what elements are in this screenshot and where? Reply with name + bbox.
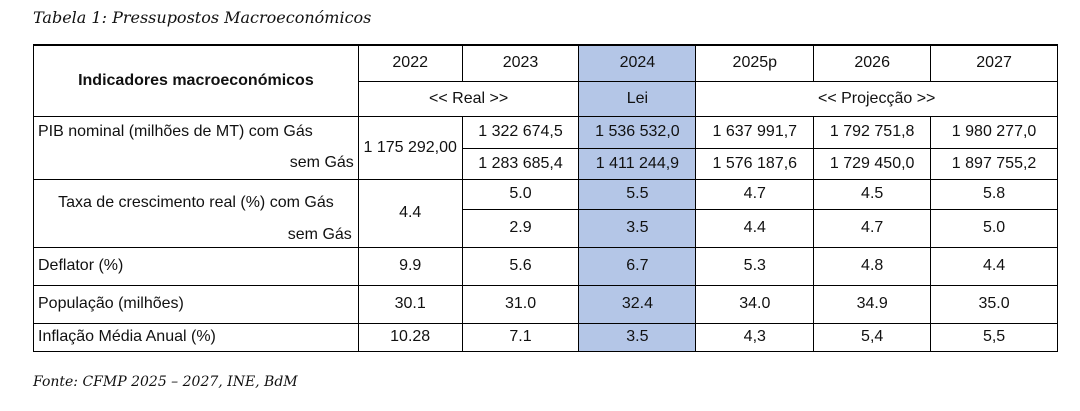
row-sublabel: sem Gás (287, 225, 352, 243)
header-year: 2023 (461, 44, 580, 82)
table-cell: 6.7 (578, 246, 697, 286)
header-row-years: Indicadores macroeconómicos 2022 2023 20… (33, 44, 1058, 117)
group-lei: Lei (578, 80, 697, 117)
table-cell: 1 792 751,8 (813, 115, 932, 149)
table-cell: 1 411 244,9 (578, 147, 697, 180)
table-cell: 4.7 (813, 208, 932, 248)
table-cell: 5,4 (813, 322, 932, 352)
table-cell: 9.9 (357, 246, 463, 286)
header-year: 2027 (930, 44, 1058, 82)
table-cell: 4.4 (695, 208, 815, 248)
pib-2022-cell: 1 175 292,00 (357, 115, 463, 180)
table-cell: 3.5 (578, 208, 697, 248)
table-cell: 30.1 (357, 284, 463, 324)
table-cell: 5.5 (578, 178, 697, 210)
table-row-taxa-sem: 2.9 3.5 4.4 4.7 5.0 (34, 208, 1058, 248)
table-cell: 5.0 (461, 178, 580, 210)
table-cell: 35.0 (930, 284, 1058, 324)
table-cell: 1 729 450,0 (813, 147, 932, 180)
table-cell: 4.5 (813, 178, 932, 210)
table-cell: 32.4 (578, 284, 697, 324)
row-label: Taxa de crescimento real (%) com Gás (58, 194, 334, 211)
row-label: Inflação Média Anual (%) (33, 322, 359, 352)
table-cell: 5.8 (930, 178, 1058, 210)
table-cell: 1 897 755,2 (930, 147, 1058, 180)
table-row-pib-sem: sem Gás 1 283 685,4 1 411 244,9 1 576 18… (33, 147, 1058, 180)
table-row-pib-com: PIB nominal (milhões de MT) com Gás 1 17… (33, 115, 1058, 180)
header-year: 2026 (813, 44, 932, 82)
taxa-2022-cell: 4.4 (357, 178, 463, 248)
table-cell: 1 576 187,6 (695, 147, 815, 180)
group-projection: << Projecção >> (695, 80, 1058, 117)
header-year: 2024 (578, 44, 697, 82)
table-cell: 5.0 (930, 208, 1058, 248)
group-real: << Real >> (357, 80, 580, 117)
table-caption: Tabela 1: Pressupostos Macroeconómicos (33, 8, 372, 27)
row-label-taxa: Taxa de crescimento real (%) com Gás sem… (33, 178, 359, 248)
table-cell: 34.0 (695, 284, 815, 324)
table-row-populacao: População (milhões) 30.1 31.0 32.4 34.0 … (33, 284, 1058, 324)
row-sublabel: sem Gás (33, 148, 359, 180)
table-source-note: Fonte: CFMP 2025 – 2027, INE, BdM (33, 374, 298, 390)
macro-assumptions-table: Indicadores macroeconómicos 2022 2023 20… (33, 44, 1058, 352)
table-cell: 5.3 (695, 246, 815, 286)
header-indicators-label: Indicadores macroeconómicos (33, 44, 359, 117)
row-label: PIB nominal (milhões de MT) com Gás (33, 115, 359, 148)
table-row-taxa-com: Taxa de crescimento real (%) com Gás sem… (33, 178, 1058, 248)
header-year: 2022 (357, 44, 463, 82)
table-cell: 1 536 532,0 (578, 115, 697, 149)
table-cell: 4,3 (695, 322, 815, 352)
table-cell: 5,5 (930, 322, 1058, 352)
table-cell: 4.8 (813, 246, 932, 286)
table-cell: 1 322 674,5 (461, 115, 580, 149)
table-cell: 7.1 (461, 322, 580, 352)
table-cell: 4.4 (930, 246, 1058, 286)
row-label: Deflator (%) (33, 246, 359, 286)
table-cell: 4.7 (695, 178, 815, 210)
table-cell: 10.28 (357, 322, 463, 352)
table-cell: 1 980 277,0 (930, 115, 1058, 149)
table-cell: 3.5 (578, 322, 697, 352)
header-year: 2025p (695, 44, 815, 82)
table-row-deflator: Deflator (%) 9.9 5.6 6.7 5.3 4.8 4.4 (33, 246, 1058, 286)
row-label: População (milhões) (33, 284, 359, 324)
table-cell: 34.9 (813, 284, 932, 324)
table-cell: 31.0 (461, 284, 580, 324)
header-row-groups: << Real >> Lei << Projecção >> (34, 80, 1058, 117)
table-row-inflacao: Inflação Média Anual (%) 10.28 7.1 3.5 4… (33, 322, 1058, 352)
table-cell: 5.6 (461, 246, 580, 286)
table-cell: 1 637 991,7 (695, 115, 815, 149)
table-cell: 1 283 685,4 (461, 147, 580, 180)
table-cell: 2.9 (461, 208, 580, 248)
